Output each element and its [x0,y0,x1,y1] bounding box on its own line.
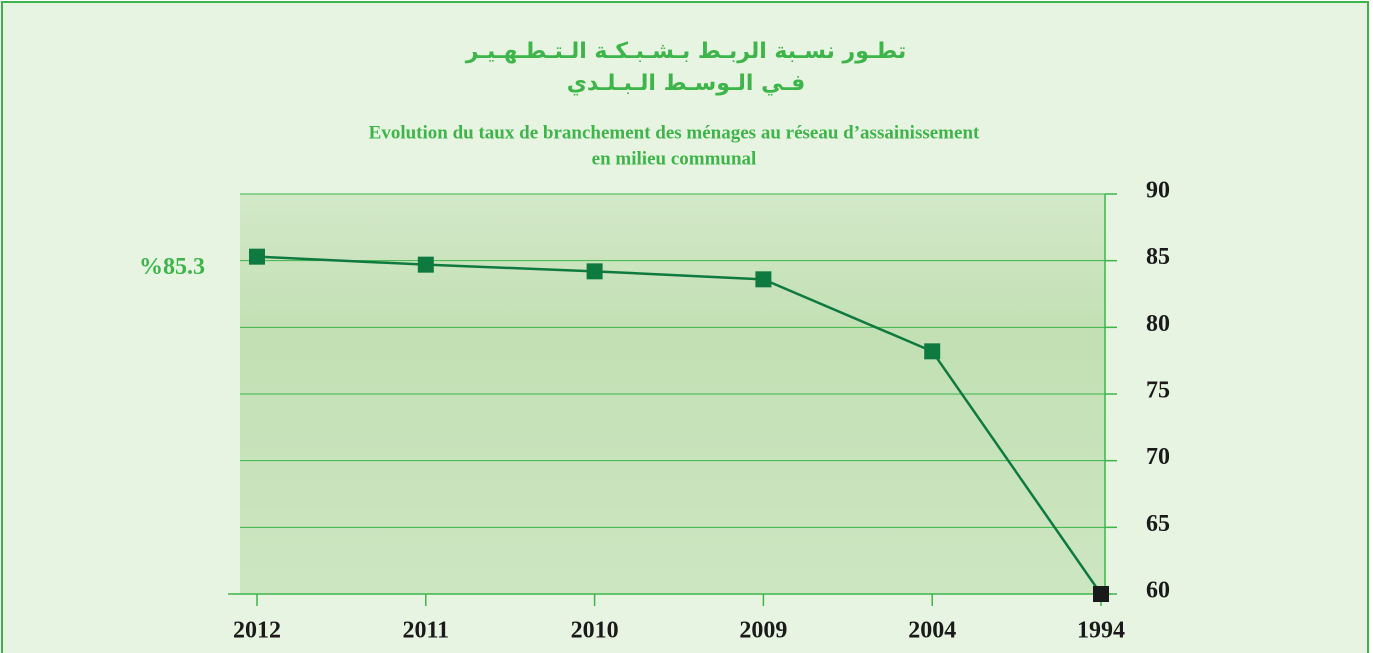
y-tick-label: 80 [1146,311,1170,337]
x-tick-label: 1994 [1077,618,1125,644]
marker [587,263,603,279]
y-tick-label: 70 [1146,444,1170,470]
x-tick-label: 2004 [908,618,956,644]
marker [1093,586,1109,602]
y-tick-label: 90 [1146,178,1170,204]
x-tick-label: 2010 [571,618,619,644]
x-tick-label: 2012 [233,618,281,644]
marker [755,271,771,287]
x-tick-label: 2011 [402,618,449,644]
x-tick-label: 2009 [739,618,787,644]
y-tick-label: 85 [1146,244,1170,270]
subtitle-line: Evolution du taux de branchement des mén… [369,122,980,143]
subtitle-line: en milieu communal [592,148,757,169]
y-tick-label: 65 [1146,511,1170,537]
title-line: تطـور نسـبة الربـط بـشـبـكـة الـتـطـهـيـ… [465,39,906,64]
y-tick-label: 75 [1146,378,1170,404]
value-label: %85.3 [139,254,205,280]
marker [924,343,940,359]
marker [249,249,265,265]
marker [418,257,434,273]
chart: تطـور نسـبة الربـط بـشـبـكـة الـتـطـهـيـ… [0,0,1373,653]
y-tick-label: 60 [1146,578,1170,604]
title-line: فـي الـوسـط الـبـلـدي [567,71,806,96]
